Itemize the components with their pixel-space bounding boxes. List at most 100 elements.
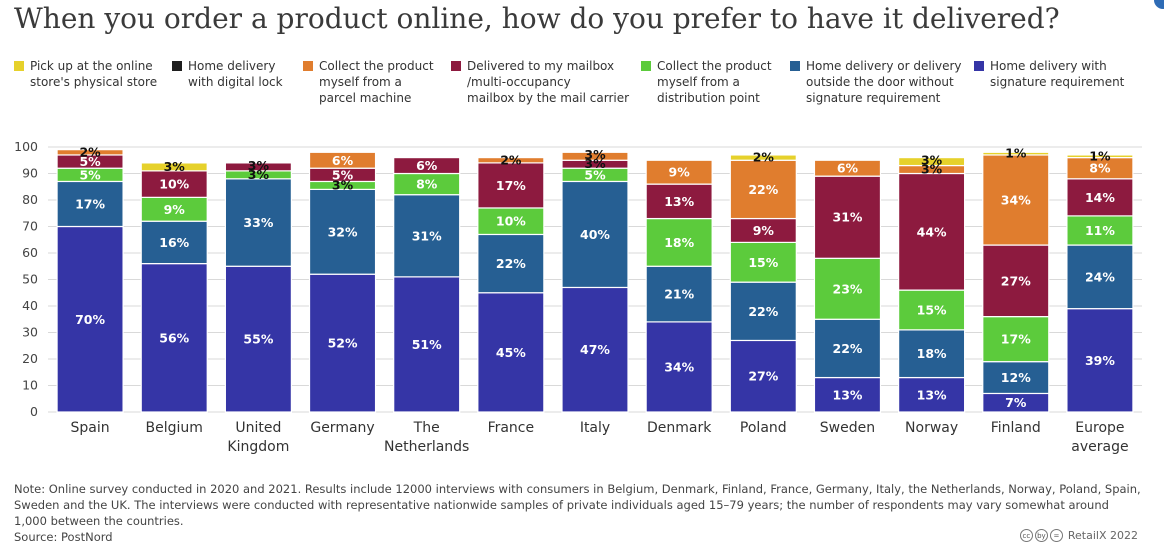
bar-segment (393, 276, 461, 413)
x-tick-label: Denmark (647, 420, 712, 436)
footnote: Note: Online survey conducted in 2020 an… (14, 482, 1141, 528)
x-tick-label: Germany (310, 420, 374, 436)
legend-item-pickup-store: Pick up at the online store's physical s… (14, 58, 157, 90)
data-label: 1% (1005, 146, 1027, 161)
data-label: 45% (496, 345, 526, 360)
data-label: 6% (837, 161, 859, 176)
data-label: 14% (1085, 190, 1115, 205)
bar-segment (561, 286, 629, 413)
y-tick-label: 20 (22, 351, 38, 366)
data-label: 6% (332, 153, 354, 168)
bar-segment (982, 154, 1050, 246)
bar-segment (477, 157, 545, 164)
x-tick-label: Europe (1075, 420, 1124, 436)
cc-icon: cc (1019, 529, 1033, 542)
bar-segment (729, 154, 797, 161)
data-label: 24% (1085, 269, 1115, 284)
data-label: 51% (412, 337, 442, 352)
bar-segment (898, 329, 966, 379)
bar-segment (982, 316, 1050, 363)
data-label: 3% (921, 162, 943, 177)
license-icons: cc by = (1019, 529, 1063, 542)
y-tick-label: 80 (22, 192, 38, 207)
bar-segment (645, 217, 713, 267)
bar-segment (393, 194, 461, 278)
data-label: 22% (496, 256, 526, 271)
data-label: 5% (79, 167, 101, 182)
bar-segment (982, 244, 1050, 318)
y-tick-label: 40 (22, 298, 38, 313)
data-label: 3% (921, 153, 943, 168)
legend-item-parcel-machine: Collect the product myself from a parcel… (303, 58, 434, 106)
legend-item-no-signature: Home delivery or delivery outside the do… (790, 58, 962, 106)
bar-segment (224, 178, 292, 267)
bar-segment (813, 175, 882, 259)
data-label: 23% (833, 281, 863, 296)
data-label: 27% (1001, 273, 1031, 288)
no-derivatives-icon: = (1049, 529, 1063, 542)
y-tick-label: 90 (22, 166, 38, 181)
bar-segment (1066, 308, 1134, 413)
data-label: 18% (664, 235, 694, 250)
x-tick-label: Netherlands (384, 439, 469, 455)
bar-segment (645, 159, 713, 185)
bar-segment (477, 162, 545, 209)
data-label: 34% (1001, 193, 1031, 208)
x-tick-label: France (488, 420, 535, 436)
legend-swatch-parcel-machine (303, 61, 313, 71)
bar-segment (898, 172, 966, 291)
bar-segment (477, 233, 545, 294)
bar-segment (561, 180, 629, 289)
data-label: 33% (243, 215, 273, 230)
data-label: 10% (496, 214, 526, 229)
legend-label-signature: Home delivery with signature requirement (990, 59, 1125, 89)
x-tick-label: Kingdom (227, 439, 289, 455)
data-label: 12% (1001, 370, 1031, 385)
legend: Pick up at the online store's physical s… (0, 58, 1164, 108)
data-label: 55% (243, 332, 273, 347)
y-tick-label: 30 (22, 325, 38, 340)
data-label: 56% (159, 330, 189, 345)
data-label: 3% (248, 167, 270, 182)
bar-segment (813, 159, 882, 177)
data-label: 3% (584, 156, 606, 171)
bar-segment (729, 339, 797, 413)
brand-name: RetailX 2022 (1067, 529, 1138, 542)
data-label: 15% (917, 302, 947, 317)
x-tick-label: Finland (991, 420, 1041, 436)
x-tick-label: Spain (71, 420, 110, 436)
y-tick-label: 100 (14, 139, 38, 154)
bar-segment (898, 157, 966, 167)
data-label: 44% (917, 224, 947, 239)
attribution-icon: by (1034, 529, 1048, 542)
legend-item-mailbox: Delivered to my mailbox /multi-occupancy… (451, 58, 629, 106)
data-label: 21% (664, 287, 694, 302)
data-label: 1% (1089, 148, 1111, 163)
bar-segment (140, 220, 208, 265)
data-label: 16% (159, 235, 189, 250)
brand-credit: cc by = RetailX 2022 (1019, 529, 1138, 542)
data-label: 3% (164, 159, 186, 174)
stacked-bar-chart: 010203040506070809010070%17%5%5%2%Spain5… (14, 139, 1142, 455)
x-tick-label: The (413, 420, 440, 436)
bar-segment (645, 321, 713, 413)
data-label: 13% (664, 194, 694, 209)
data-label: 52% (328, 336, 358, 351)
legend-label-parcel-machine: Collect the product myself from a parcel… (319, 59, 434, 105)
data-label: 13% (917, 387, 947, 402)
legend-label-mailbox: Delivered to my mailbox /multi-occupancy… (467, 59, 630, 105)
data-label: 70% (75, 312, 105, 327)
data-label: 31% (412, 228, 442, 243)
legend-item-signature: Home delivery with signature requirement (974, 58, 1124, 90)
legend-swatch-no-signature (790, 61, 800, 71)
bar-segment (477, 292, 545, 413)
legend-label-pickup-store: Pick up at the online store's physical s… (30, 59, 158, 89)
legend-swatch-distribution-point (641, 61, 651, 71)
data-label: 7% (1005, 395, 1027, 410)
bar-segment (561, 151, 629, 161)
source-text: Source: PostNord (14, 530, 113, 544)
data-label: 5% (332, 167, 354, 182)
data-label: 13% (833, 387, 863, 402)
legend-label-distribution-point: Collect the product myself from a distri… (657, 59, 772, 105)
data-label: 32% (328, 224, 358, 239)
